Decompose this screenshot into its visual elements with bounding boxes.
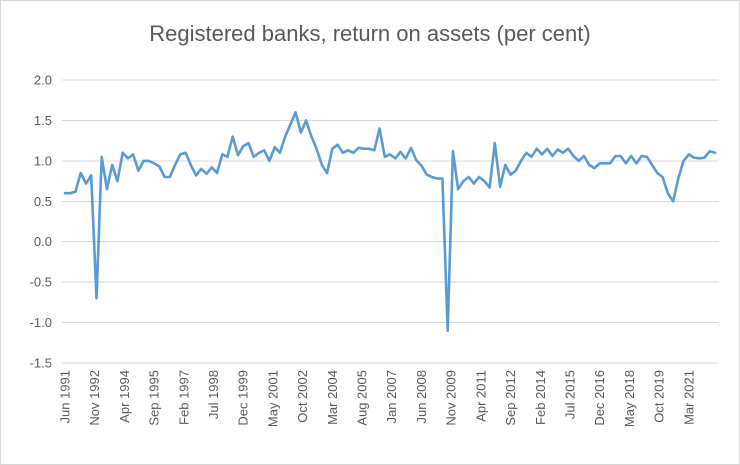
x-axis-tick-label: Apr 2011 (473, 370, 488, 422)
y-axis-tick-label: -1.5 (30, 356, 52, 371)
x-axis-tick-label: Jul 1998 (206, 370, 221, 419)
y-axis-tick-label: 1.0 (34, 153, 52, 168)
x-axis-tick-label: Jan 2007 (384, 370, 399, 424)
x-axis-tick-label: Oct 2002 (295, 370, 310, 423)
y-axis-labels: 2.0 1.5 1.0 0.5 0.0 -0.5 -1.0 -1.5 (30, 73, 52, 371)
x-axis-tick-label: Mar 2004 (325, 370, 340, 425)
y-axis-tick-label: -1.0 (30, 315, 52, 330)
x-axis-labels: Jun 1991 Nov 1992 Apr 1994 Sep 1995 Feb 1997… (58, 370, 697, 427)
chart-title: Registered banks, return on assets (per … (149, 21, 591, 46)
y-axis-tick-label: 2.0 (34, 73, 52, 88)
x-axis-tick-label: Sep 1995 (147, 370, 162, 426)
x-axis-tick-label: Dec 2016 (592, 370, 607, 426)
x-axis-tick-label: Nov 2009 (444, 370, 459, 426)
x-axis-tick-label: Dec 1999 (236, 370, 251, 426)
x-axis-tick-label: Feb 2014 (533, 370, 548, 425)
x-axis-tick-label: Mar 2021 (681, 370, 696, 425)
x-axis-tick-label: Aug 2005 (355, 370, 370, 426)
x-axis-tick-label: Jun 2008 (414, 370, 429, 424)
gridlines (62, 79, 719, 364)
x-axis-tick-label: Apr 1994 (117, 370, 132, 423)
x-axis-tick-label: Nov 1992 (87, 370, 102, 426)
series-line-return-on-assets (63, 111, 717, 333)
x-axis-tick-label: Oct 2019 (652, 370, 667, 423)
x-axis-tick-label: Feb 1997 (176, 370, 191, 425)
x-axis-tick-label: May 2001 (265, 370, 280, 427)
y-axis-tick-label: 0.0 (34, 234, 52, 249)
y-axis-tick-label: 0.5 (34, 194, 52, 209)
y-axis-tick-label: 1.5 (34, 113, 52, 128)
x-axis-tick-label: Sep 2012 (503, 370, 518, 426)
y-axis-tick-label: -0.5 (30, 275, 52, 290)
x-axis-tick-label: Jul 2015 (562, 370, 577, 419)
x-axis-tick-label: May 2018 (622, 370, 637, 427)
x-axis-tick-label: Jun 1991 (58, 370, 73, 424)
